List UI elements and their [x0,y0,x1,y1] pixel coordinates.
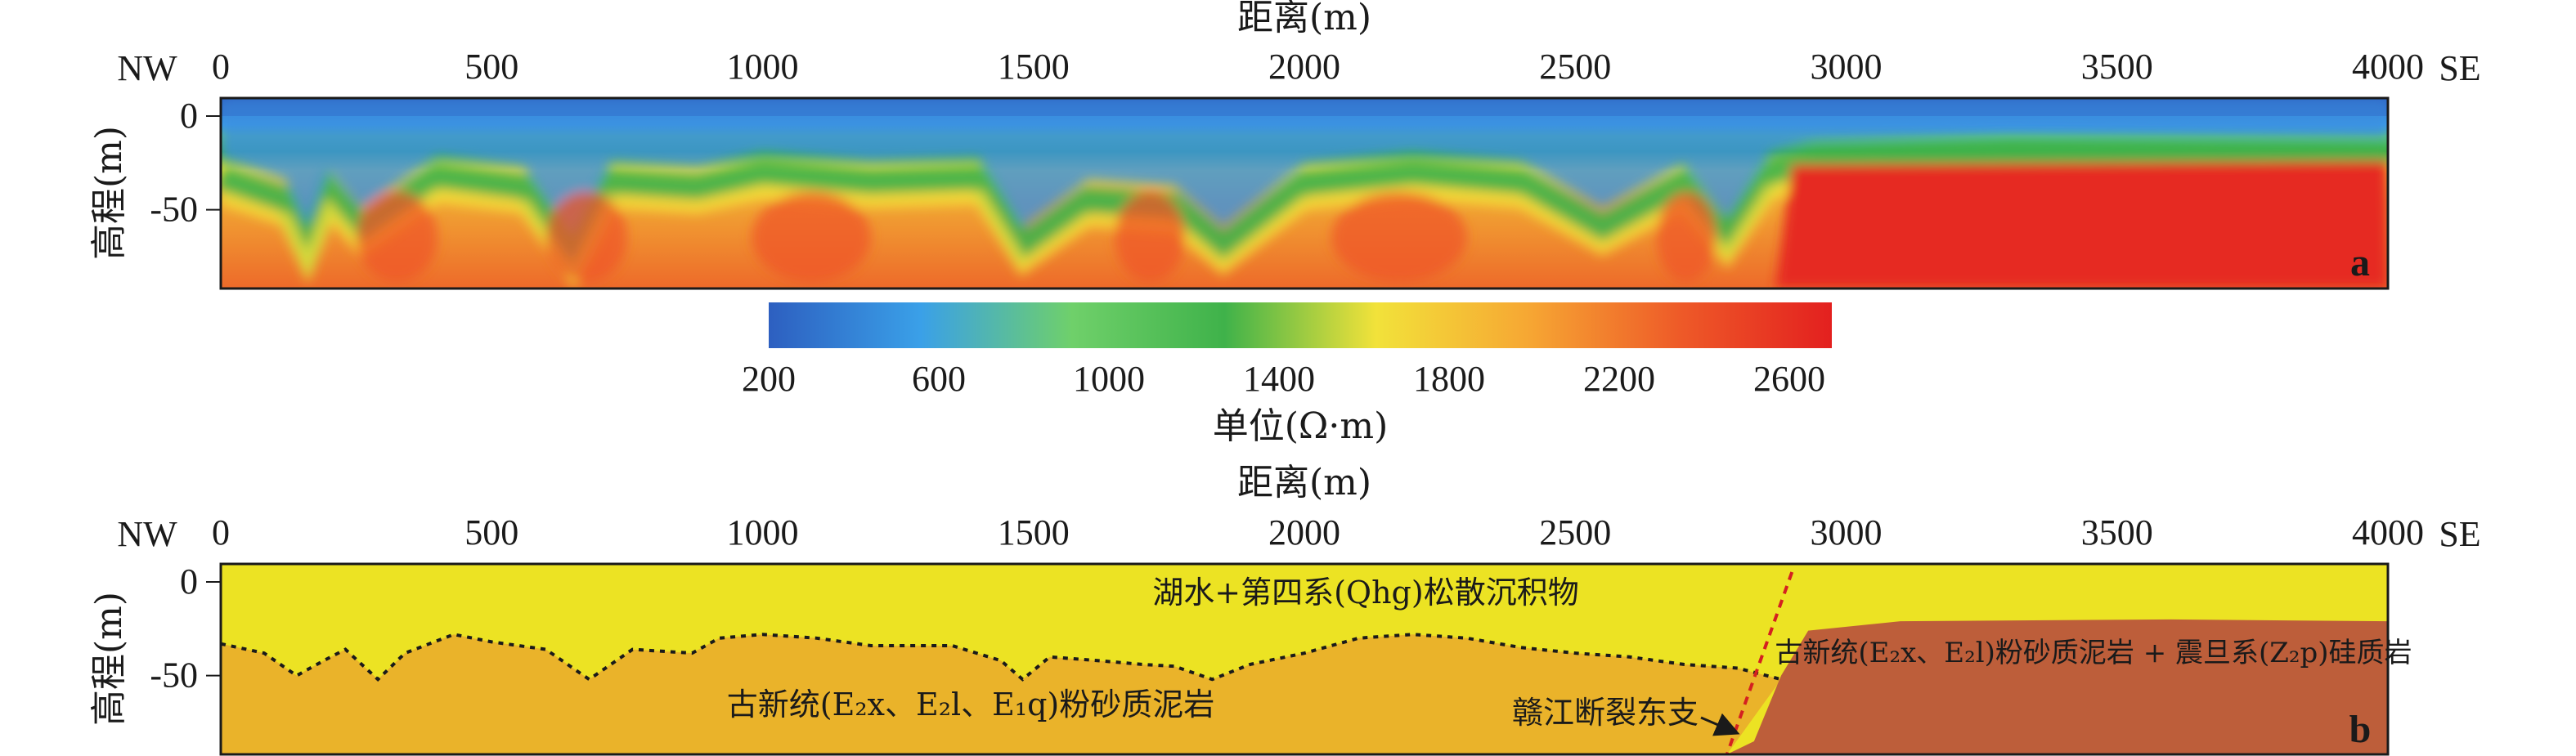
fault-arrow [1700,713,1740,736]
x-tick-label: 2500 [1539,512,1611,552]
colorbar-ramp [769,302,1832,348]
x-tick-label: 1500 [998,47,1070,87]
panel-a: 距离(m) NW SE 0 500 1000 1500 2000 2500 3000 3500… [88,0,2481,447]
fault-line [1725,571,1794,754]
resistive-patch [356,192,438,282]
x-tick-label: 2000 [1268,47,1340,87]
surface-water-zone [221,98,2388,237]
x-tick-label: 1000 [727,512,799,552]
panel-b-left-end-label: NW [117,514,177,554]
colorbar-ticks: 200 600 1000 1400 1800 2200 2600 [742,359,1825,399]
resistive-patch [1115,192,1186,282]
colorbar-label: 单位(Ω·m) [1213,405,1389,447]
x-tick-label: 0 [212,47,230,87]
colorbar-tick-label: 1400 [1243,359,1315,399]
panel-a-xlabel: 距离(m) [1237,0,1371,38]
panel-b: 距离(m) NW SE 0 500 1000 1500 2000 2500 3000 3500… [88,462,2481,756]
panel-a-frame [219,96,2390,290]
panel-b-frame [219,562,2390,756]
panel-a-left-end-label: NW [117,48,177,88]
panel-b-x-ticks: 0 500 1000 1500 2000 2500 3000 3500 4000 [212,512,2424,570]
x-tick-label: 3000 [1811,512,1883,552]
x-tick-label: 3500 [2081,512,2153,552]
x-tick-label: 500 [464,47,518,87]
x-tick-label: 1000 [727,47,799,87]
panel-a-right-end-label: SE [2439,48,2480,88]
panel-b-ylabel: 高程(m) [88,592,130,726]
y-tick-label: -50 [150,655,198,696]
x-tick-label: 1500 [998,512,1070,552]
panel-a-y-ticks: 0 -50 [150,96,221,230]
panel-b-label: b [2349,708,2372,751]
y-tick-label: -50 [150,190,198,230]
panel-b-xlabel: 距离(m) [1237,462,1371,503]
unit-boundary-dotted [221,633,1782,682]
resistive-patch [1331,192,1467,282]
unit-quaternary-label: 湖水+第四系(Qhg)松散沉积物 [1152,575,1578,611]
geologic-section [221,564,2388,754]
resistivity-section [221,98,2388,289]
colorbar-tick-label: 2600 [1753,359,1825,399]
x-tick-label: 500 [464,512,518,552]
resistive-patch [545,192,627,282]
panel-b-y-ticks: 0 -50 [150,561,221,696]
x-tick-label: 3500 [2081,47,2153,87]
colorbar-tick-label: 2200 [1583,359,1655,399]
unit-paleogene [221,634,1781,754]
x-tick-label: 2500 [1539,47,1611,87]
x-tick-label: 4000 [2352,512,2424,552]
colorbar-tick-label: 200 [742,359,796,399]
resistive-patch [1656,192,1717,282]
x-tick-label: 2000 [1268,512,1340,552]
panel-a-ylabel: 高程(m) [88,126,130,260]
panel-b-right-end-label: SE [2439,514,2480,554]
unit-paleogene-label: 古新统(E₂x、E₂l、E₁q)粉砂质泥岩 [727,687,1214,722]
x-tick-label: 3000 [1811,47,1883,87]
y-tick-label: 0 [180,561,198,602]
colorbar-tick-label: 1000 [1073,359,1145,399]
x-tick-label: 0 [212,512,230,552]
panel-a-label: a [2350,241,2370,284]
colorbar: 200 600 1000 1400 1800 2200 2600 单位(Ω·m) [742,302,1832,447]
fault-annotation: 赣江断裂东支 [1512,695,1699,731]
unit-block [1726,619,2388,754]
x-tick-label: 4000 [2352,47,2424,87]
high-resistivity-block [1775,161,2388,289]
resistive-patch [752,192,871,282]
colorbar-tick-label: 600 [912,359,966,399]
colorbar-tick-label: 1800 [1413,359,1485,399]
panel-a-x-ticks: 0 500 1000 1500 2000 2500 3000 3500 4000 [212,47,2424,105]
y-tick-label: 0 [180,96,198,136]
unit-block-label: 古新统(E₂x、E₂l)粉砂质泥岩 + 震旦系(Z₂p)硅质岩 [1775,637,2412,669]
